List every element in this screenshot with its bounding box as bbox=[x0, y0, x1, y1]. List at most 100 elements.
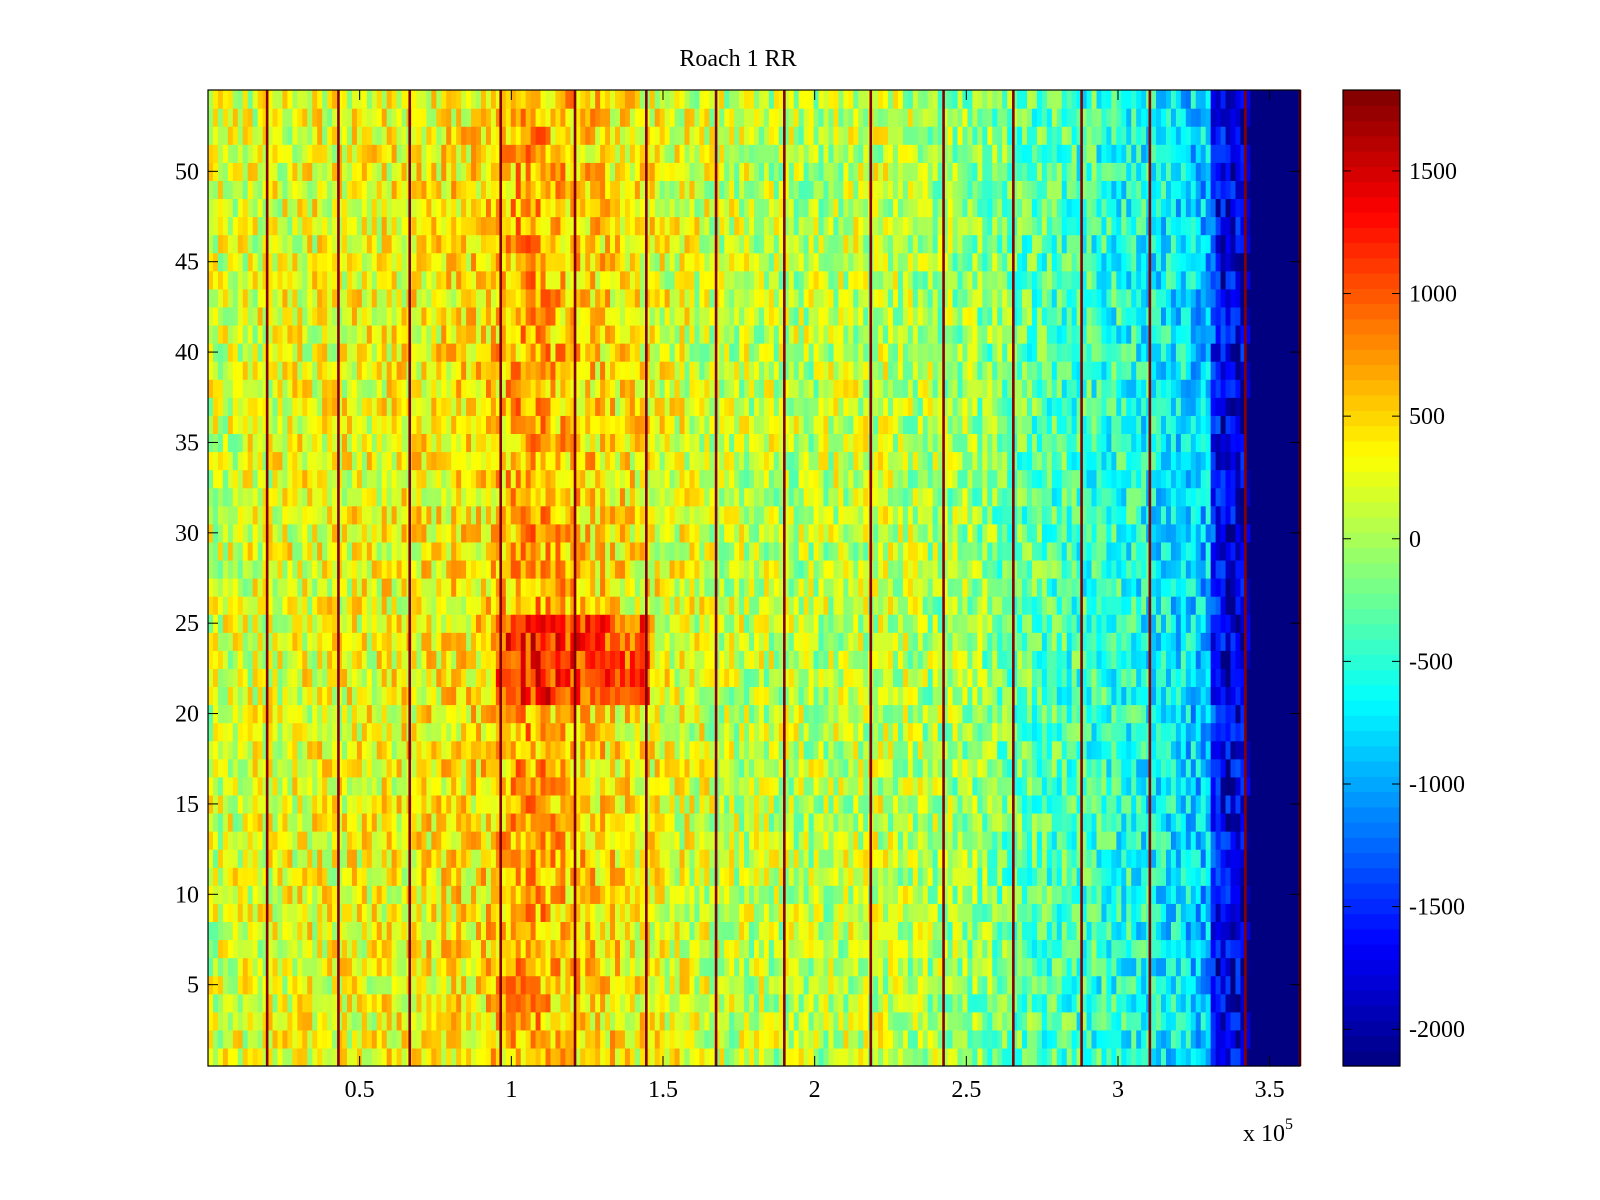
heatmap-cell bbox=[1116, 812, 1122, 832]
heatmap-cell bbox=[1066, 686, 1073, 706]
heatmap-cell bbox=[1031, 903, 1038, 922]
heatmap-cell bbox=[937, 867, 944, 886]
heatmap-cell bbox=[977, 993, 983, 1013]
heatmap-cell bbox=[351, 686, 358, 706]
heatmap-cell bbox=[386, 650, 393, 669]
heatmap-cell bbox=[1096, 758, 1103, 778]
heatmap-cell bbox=[704, 939, 710, 959]
heatmap-cell bbox=[1131, 957, 1137, 977]
heatmap-cell bbox=[282, 812, 289, 832]
heatmap-cell bbox=[386, 939, 393, 959]
heatmap-cell bbox=[1051, 903, 1058, 922]
heatmap-cell bbox=[639, 758, 646, 778]
heatmap-cell bbox=[719, 758, 725, 778]
heatmap-cell bbox=[997, 758, 1003, 778]
heatmap-cell bbox=[1210, 758, 1217, 778]
heatmap-cell bbox=[481, 939, 487, 959]
heatmap-cell bbox=[788, 1029, 795, 1049]
heatmap-cell bbox=[1255, 975, 1261, 995]
heatmap-cell bbox=[1081, 975, 1088, 995]
heatmap-cell bbox=[421, 885, 427, 904]
heatmap-cell bbox=[1046, 1011, 1053, 1031]
heatmap-cell bbox=[500, 1047, 507, 1067]
heatmap-cell bbox=[302, 903, 308, 922]
heatmap-cell bbox=[510, 867, 517, 886]
heatmap-cell bbox=[947, 903, 954, 922]
heatmap-cell bbox=[1151, 867, 1157, 886]
heatmap-cell bbox=[292, 794, 298, 814]
heatmap-cell bbox=[927, 776, 934, 796]
heatmap-cell bbox=[1116, 776, 1122, 796]
heatmap-cell bbox=[828, 903, 835, 922]
heatmap-cell bbox=[883, 993, 889, 1013]
heatmap-cell bbox=[1230, 812, 1237, 832]
heatmap-cell bbox=[997, 993, 1003, 1013]
heatmap-cell bbox=[912, 957, 919, 977]
heatmap-cell bbox=[1156, 794, 1162, 814]
heatmap-cell bbox=[605, 794, 611, 814]
heatmap-cell bbox=[1046, 939, 1053, 959]
heatmap-cell bbox=[773, 1047, 780, 1067]
heatmap-cell bbox=[451, 975, 457, 995]
heatmap-cell bbox=[744, 812, 750, 832]
heatmap-cell bbox=[1071, 867, 1078, 886]
heatmap-cell bbox=[982, 794, 988, 814]
heatmap-cell bbox=[242, 686, 249, 706]
heatmap-cell bbox=[639, 939, 646, 959]
heatmap-cell bbox=[1012, 849, 1018, 868]
heatmap-cell bbox=[292, 993, 298, 1013]
heatmap-cell bbox=[729, 650, 735, 669]
heatmap-cell bbox=[431, 921, 437, 941]
heatmap-cell bbox=[416, 704, 423, 724]
heatmap-cell bbox=[510, 740, 517, 760]
heatmap-cell bbox=[371, 831, 378, 850]
heatmap-cell bbox=[386, 903, 393, 922]
heatmap-cell bbox=[1156, 957, 1162, 977]
heatmap-cell bbox=[749, 686, 755, 706]
heatmap-cell bbox=[694, 867, 700, 886]
heatmap-cell bbox=[267, 1047, 274, 1067]
heatmap-cell bbox=[739, 921, 745, 941]
heatmap-cell bbox=[1250, 668, 1256, 688]
heatmap-cell bbox=[1101, 849, 1108, 868]
heatmap-cell bbox=[476, 831, 482, 850]
heatmap-cell bbox=[843, 740, 849, 760]
heatmap-cell bbox=[843, 650, 849, 669]
heatmap-cell bbox=[1046, 686, 1053, 706]
heatmap-cell bbox=[267, 831, 274, 850]
heatmap-cell bbox=[312, 1011, 318, 1031]
heatmap-cell bbox=[600, 867, 606, 886]
heatmap-cell bbox=[610, 650, 616, 669]
heatmap-cell bbox=[466, 957, 472, 977]
heatmap-cell bbox=[317, 885, 323, 904]
heatmap-cell bbox=[416, 650, 423, 669]
heatmap-cell bbox=[396, 722, 403, 742]
heatmap-cell bbox=[744, 686, 750, 706]
heatmap-cell bbox=[1007, 668, 1013, 688]
heatmap-cell bbox=[724, 758, 730, 778]
heatmap-cell bbox=[1116, 704, 1122, 724]
heatmap-cell bbox=[699, 993, 705, 1013]
heatmap-cell bbox=[654, 1011, 661, 1031]
heatmap-cell bbox=[1007, 794, 1013, 814]
heatmap-cell bbox=[1041, 686, 1048, 706]
heatmap-cell bbox=[977, 704, 983, 724]
heatmap-cell bbox=[823, 1047, 830, 1067]
heatmap-cell bbox=[1022, 993, 1028, 1013]
heatmap-cell bbox=[530, 794, 537, 814]
heatmap-cell bbox=[485, 885, 492, 904]
heatmap-cell bbox=[332, 975, 338, 995]
heatmap-cell bbox=[317, 1047, 323, 1067]
heatmap-cell bbox=[426, 686, 432, 706]
heatmap-cell bbox=[1185, 831, 1192, 850]
heatmap-cell bbox=[381, 1029, 388, 1049]
heatmap-cell bbox=[376, 794, 383, 814]
heatmap-cell bbox=[1106, 722, 1112, 742]
heatmap-cell bbox=[312, 668, 318, 688]
heatmap-cell bbox=[500, 993, 507, 1013]
heatmap-cell bbox=[679, 704, 686, 724]
heatmap-cell bbox=[907, 740, 914, 760]
heatmap-cell bbox=[1096, 1047, 1103, 1067]
heatmap-cell bbox=[555, 722, 562, 742]
heatmap-cell bbox=[947, 668, 954, 688]
